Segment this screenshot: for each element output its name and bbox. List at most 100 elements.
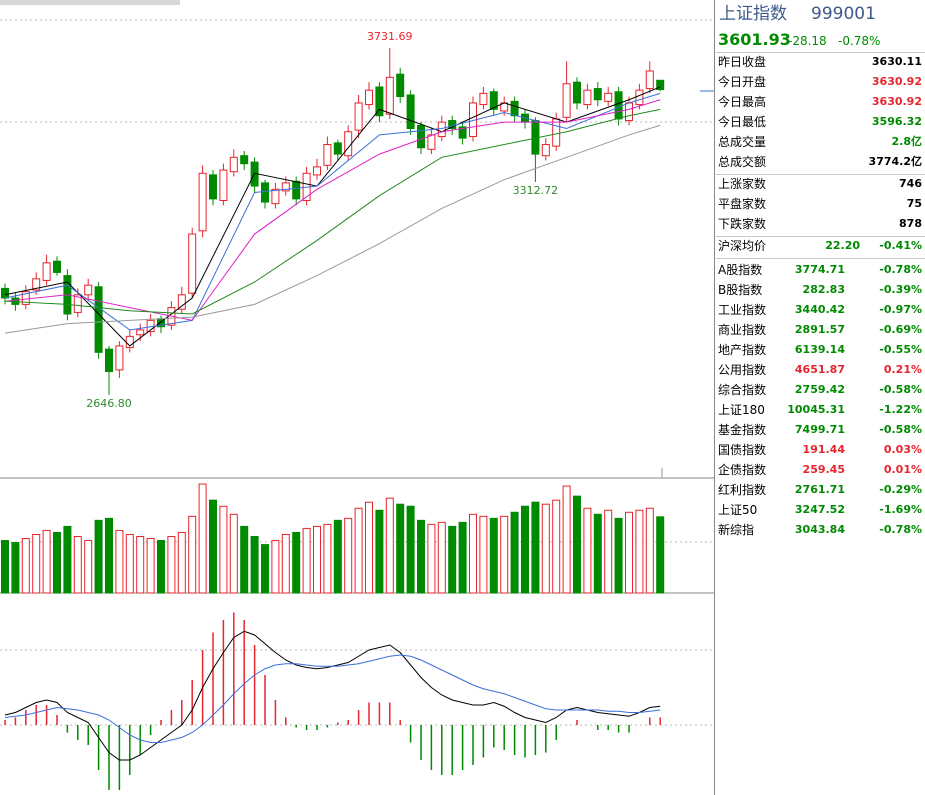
candle-body [625,102,633,122]
candle-body [593,88,602,101]
candle-body [510,100,519,117]
candle-body [53,260,61,273]
volume-bar [209,499,217,594]
moving-average [4,124,661,334]
volume-bar [188,515,197,594]
breadth-value: 75 [906,197,922,210]
index-value: 2761.71 [794,483,845,496]
volume-bar [406,505,415,594]
avg-label: 沪深均价 [718,239,767,253]
candle-body [396,73,405,98]
volume-bar [552,499,561,594]
index-change: -0.69% [879,323,922,336]
volume-bar [11,542,20,594]
volume-bar [500,515,509,594]
volume-bar [261,544,269,594]
volume-bar [292,531,301,594]
candle-body [271,188,280,205]
stat-label: 今日开盘 [718,75,767,89]
volume-bar [302,527,311,594]
volume-bar [385,497,394,594]
candle-body [323,144,332,166]
index-label: B股指数 [718,283,763,297]
volume-bar [479,515,488,594]
candle-body [136,329,145,336]
index-label: A股指数 [718,263,763,277]
candle-body [541,144,550,157]
volume-bar [42,529,51,594]
volume-bar [1,540,9,594]
volume-bar [458,521,467,594]
candle-body [489,91,498,110]
volume-bar [94,519,103,594]
stat-label: 昨日收盘 [718,55,767,69]
volume-bar [583,507,592,594]
candle-body [313,166,321,176]
volume-bar [656,516,665,594]
last-price: 3601.93 [718,30,791,49]
volume-bar [469,513,477,594]
volume-bar [105,517,113,594]
volume-bar [177,531,186,594]
index-change: -0.97% [879,303,922,316]
volume-bar [354,507,363,594]
candle-body [209,174,217,200]
index-value: 2891.57 [794,323,845,336]
volume-bar [645,507,654,594]
price-change: -28.18 [788,34,827,48]
kline-chart: 3731.69 2646.80 3312.72 [0,0,715,795]
breadth-value: 878 [899,217,922,230]
candle-body [292,180,301,200]
candle-body [281,182,290,192]
stat-label: 今日最高 [718,95,767,109]
index-change: -1.69% [879,503,922,516]
volume-bar [219,505,228,594]
index-label: 基金指数 [718,423,767,437]
stat-value: 3596.32 [871,115,922,128]
volume-bar [521,505,529,594]
stat-label: 今日最低 [718,115,767,129]
moving-average [4,92,661,331]
volume-bar [448,525,457,594]
candle-body [219,169,228,201]
avg-value: 22.20 [825,239,860,252]
index-label: 国债指数 [718,443,767,457]
candle-body [344,131,353,157]
candle-body [583,89,592,106]
stat-value: 2.8亿 [891,135,923,148]
separator [716,174,925,175]
index-label: 红利指数 [718,483,767,497]
candle-body [365,89,373,106]
macd-dea [4,654,661,743]
volume-bar [229,513,238,594]
candle-body [458,126,467,139]
index-change: -0.78% [879,263,922,276]
index-change: -0.55% [879,343,922,356]
candle-body [645,70,654,90]
candle-body [375,86,384,117]
candle-body [573,81,581,104]
volume-bar [333,519,342,594]
volume-bar [125,533,134,594]
moving-average [4,108,661,315]
volume-bar [573,495,581,594]
candle-body [115,345,124,371]
index-value: 10045.31 [787,403,845,416]
candle-body [177,294,186,310]
candle-body [198,172,207,232]
moving-average [4,99,661,321]
volume-bar [593,513,602,594]
volume-bar [427,523,436,594]
index-value: 3774.71 [794,263,845,276]
volume-bar [53,531,61,594]
candle-body [635,89,644,106]
candle-body [73,294,82,313]
candle-body [229,156,238,173]
volume-bar [157,540,165,594]
index-change: -0.58% [879,383,922,396]
quote-panel: 上证指数 999001 3601.93 -28.18 -0.78% 昨日收盘 3630.11… [716,0,925,795]
index-value: 6139.14 [794,343,845,356]
index-value: 3247.52 [794,503,845,516]
candle-body [656,79,665,91]
